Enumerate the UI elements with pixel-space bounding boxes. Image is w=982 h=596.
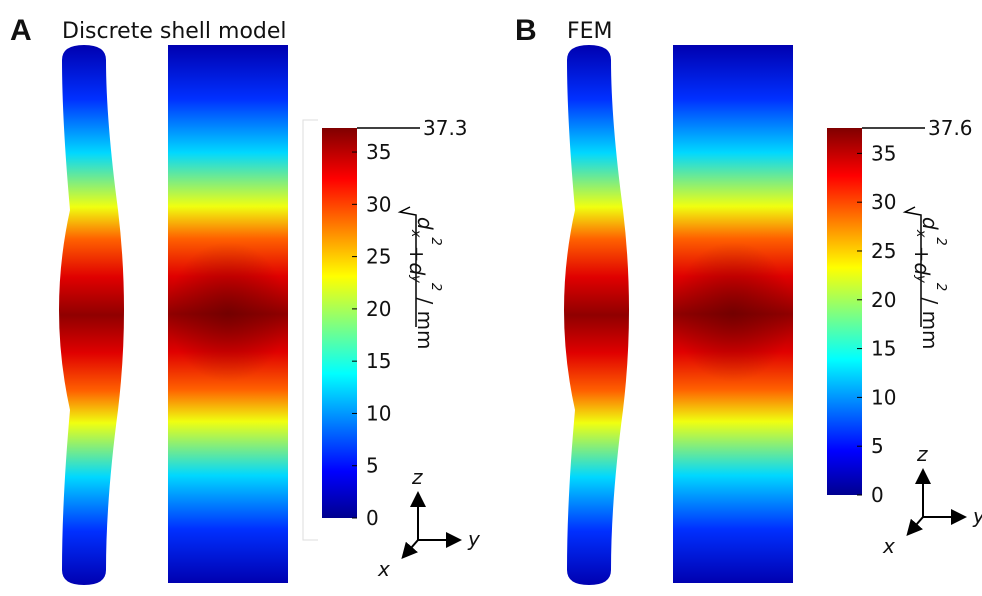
axis-y-label: y [972, 504, 982, 528]
tick-label: 30 [871, 190, 896, 214]
tick-label: 10 [366, 401, 391, 425]
colorbar-label-text: dx2+dy2 / mm [405, 217, 443, 350]
tick-label: 25 [366, 245, 391, 269]
label-part: +d [910, 246, 934, 276]
panel: A Discrete shell model 0 5 10 15 20 25 30 35 37.3 d… [10, 14, 481, 585]
tick-label: 30 [366, 192, 391, 216]
figure: ADiscrete shell model0510152025303537.3d… [0, 0, 982, 592]
colorbar [827, 128, 862, 495]
tick-label: 5 [871, 434, 884, 458]
shell-front-peak [673, 242, 793, 382]
label-part: d [413, 217, 437, 230]
tick-label: 25 [871, 239, 896, 263]
colorbar-label-text: dx2+dy2 / mm [910, 217, 948, 350]
label-part: d [918, 217, 942, 230]
label-part: 2 [428, 237, 443, 245]
tick-label: 35 [871, 141, 896, 165]
tick-label: 5 [366, 454, 379, 478]
axis-x-label: x [882, 534, 895, 558]
panel-title: FEM [567, 19, 613, 44]
label-part: y [408, 274, 423, 283]
label-part: +d [405, 246, 429, 276]
label-part: y [913, 274, 928, 283]
axis-x [404, 540, 418, 556]
colorbar-frame [303, 120, 318, 540]
label-part: 2 [428, 283, 443, 291]
label-part: x [913, 229, 928, 238]
tick-label: 0 [366, 506, 379, 530]
tick-label: 35 [366, 140, 391, 164]
tick-label: 15 [871, 337, 896, 361]
colorbar [322, 128, 357, 518]
max-label: 37.6 [928, 116, 973, 140]
tick-label: 20 [366, 297, 391, 321]
axis-z-label: z [916, 442, 928, 466]
label-unit: / mm [413, 291, 437, 349]
panel-label: A [10, 14, 32, 47]
axis-x [909, 517, 923, 533]
tick-label: 15 [366, 349, 391, 373]
tick-label: 0 [871, 483, 884, 507]
panel-title: Discrete shell model [62, 19, 287, 44]
max-label: 37.3 [423, 116, 468, 140]
label-part: 2 [933, 283, 948, 291]
shell-side [59, 45, 124, 585]
colorbar-label: dx2+dy2 / mm [905, 207, 948, 350]
label-part: 2 [933, 237, 948, 245]
tick-label: 20 [871, 288, 896, 312]
axis-x-label: x [377, 557, 390, 581]
panel-label: B [515, 14, 537, 47]
label-part: x [408, 229, 423, 238]
tick-label: 10 [871, 385, 896, 409]
axis-y-label: y [467, 527, 481, 551]
shell-side [564, 45, 629, 585]
colorbar-label: dx2+dy2 / mm [400, 207, 443, 350]
axis-z-label: z [411, 465, 423, 489]
label-unit: / mm [918, 291, 942, 349]
shell-front-peak [168, 242, 288, 382]
